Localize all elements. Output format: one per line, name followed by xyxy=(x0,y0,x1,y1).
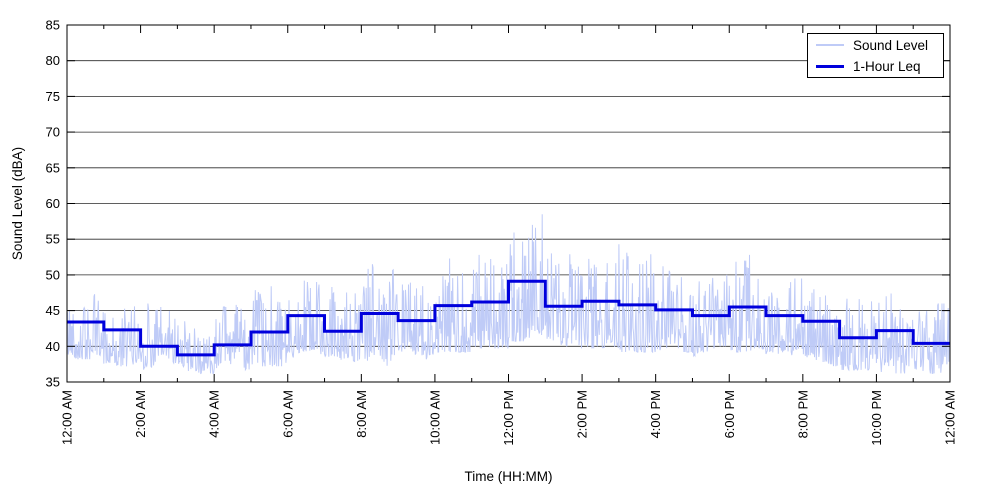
y-tick-label: 45 xyxy=(46,303,60,318)
x-tick-label: 8:00 PM xyxy=(795,390,810,438)
x-tick-label: 2:00 PM xyxy=(575,390,590,438)
legend-label-sound-level: Sound Level xyxy=(853,37,929,53)
x-tick-label: 4:00 AM xyxy=(207,390,222,438)
x-axis-label: Time (HH:MM) xyxy=(465,469,553,484)
y-axis-label: Sound Level (dBA) xyxy=(10,147,25,260)
x-tick-label: 12:00 AM xyxy=(60,390,75,445)
y-tick-label: 80 xyxy=(46,53,60,68)
y-tick-label: 75 xyxy=(46,89,60,104)
legend: Sound Level 1-Hour Leq xyxy=(807,33,944,78)
x-tick-label: 10:00 PM xyxy=(869,390,884,446)
x-tick-label: 8:00 AM xyxy=(354,390,369,438)
legend-label-1-hour-leq: 1-Hour Leq xyxy=(853,58,921,74)
y-tick-label: 70 xyxy=(46,125,60,140)
sound-level-line-swatch xyxy=(816,44,844,46)
leq-step-line xyxy=(67,279,950,357)
x-tick-label: 6:00 AM xyxy=(280,390,295,438)
x-tick-label: 10:00 AM xyxy=(427,390,442,445)
legend-item-sound-level: Sound Level xyxy=(816,38,935,53)
y-tick-label: 35 xyxy=(46,375,60,390)
x-tick-label: 12:00 PM xyxy=(501,390,516,446)
y-tick-label: 50 xyxy=(46,267,60,282)
x-tick-label: 12:00 AM xyxy=(943,390,958,445)
leq-line-swatch xyxy=(816,64,844,68)
y-tick-label: 40 xyxy=(46,339,60,354)
y-tick-label: 60 xyxy=(46,196,60,211)
y-tick-label: 55 xyxy=(46,232,60,247)
x-tick-label: 2:00 AM xyxy=(133,390,148,438)
y-tick-label: 85 xyxy=(46,18,60,33)
sound-level-trace xyxy=(66,214,950,375)
y-tick-label: 65 xyxy=(46,160,60,175)
x-tick-label: 6:00 PM xyxy=(722,390,737,438)
legend-item-1-hour-leq: 1-Hour Leq xyxy=(816,59,935,74)
x-tick-label: 4:00 PM xyxy=(648,390,663,438)
